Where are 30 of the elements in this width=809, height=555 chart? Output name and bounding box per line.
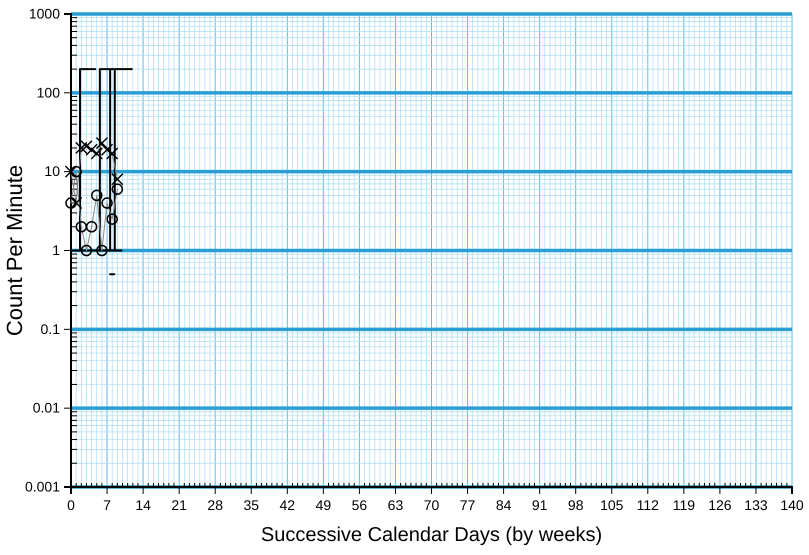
x-axis-title: Successive Calendar Days (by weeks) <box>260 524 602 546</box>
x-tick-label: 98 <box>568 496 584 513</box>
x-tick-label: 84 <box>496 496 512 513</box>
x-tick-label: 126 <box>708 496 732 513</box>
x-tick-label: 112 <box>636 496 660 513</box>
x-tick-label: 133 <box>744 496 768 513</box>
x-tick-label: 77 <box>460 496 476 513</box>
y-axis-title: Count Per Minute <box>2 164 27 336</box>
x-tick-label: 35 <box>243 496 260 513</box>
x-tick-label: 14 <box>135 496 152 513</box>
x-tick-label: 28 <box>207 496 224 513</box>
y-tick-label: 0.01 <box>32 400 60 416</box>
x-tick-label: 140 <box>780 496 804 513</box>
x-tick-label: 56 <box>352 496 368 513</box>
x-tick-label: 119 <box>672 496 696 513</box>
y-tick-label: 1 <box>52 242 60 258</box>
y-tick-label: 0.001 <box>24 478 60 494</box>
y-tick-label: 0.1 <box>40 320 60 337</box>
y-tick-label: 1000 <box>28 5 60 22</box>
x-tick-label: 42 <box>280 496 296 513</box>
x-tick-label: 70 <box>424 496 440 513</box>
x-tick-label: 0 <box>67 496 76 513</box>
x-tick-label: 63 <box>388 496 404 513</box>
x-tick-label: 21 <box>171 496 188 513</box>
y-tick-label: 10 <box>44 163 60 180</box>
y-tick-label: 100 <box>36 84 60 100</box>
x-tick-label: 49 <box>316 496 332 513</box>
x-tick-label: 91 <box>532 496 548 513</box>
x-tick-label: 7 <box>103 496 112 513</box>
x-tick-label: 105 <box>600 496 624 513</box>
